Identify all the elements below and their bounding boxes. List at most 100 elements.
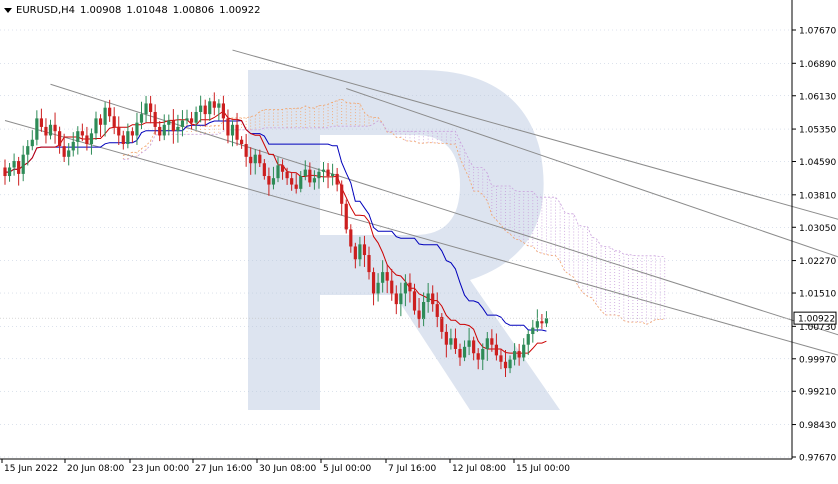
- candle-body: [26, 146, 29, 155]
- price-tick-label: 1.05350: [799, 126, 836, 136]
- candle: [35, 110, 38, 145]
- candle: [322, 162, 325, 182]
- price-tick-label: 1.03810: [799, 191, 836, 201]
- candle: [240, 136, 243, 149]
- symbol-label: EURUSD,H4: [16, 5, 75, 16]
- candle-body: [40, 118, 43, 127]
- candle-body: [81, 131, 84, 135]
- candle-body: [99, 118, 102, 124]
- candle-body: [72, 142, 75, 151]
- candle-body: [172, 121, 175, 132]
- candle: [122, 131, 125, 150]
- candle-body: [377, 283, 380, 294]
- candle: [340, 180, 343, 215]
- candle: [131, 127, 134, 142]
- candle-body: [390, 281, 393, 294]
- candle-body: [135, 123, 138, 136]
- candle: [204, 100, 207, 127]
- candle-body: [267, 176, 270, 185]
- candle-body: [108, 108, 111, 117]
- time-tick-label: 12 Jul 08:00: [452, 464, 506, 474]
- candle-body: [326, 170, 329, 176]
- candle-body: [140, 114, 143, 123]
- time-tick-label: 15 Jul 00:00: [516, 464, 570, 474]
- candle-body: [313, 178, 316, 182]
- candle-body: [199, 106, 202, 112]
- open-value: 1.00908: [80, 5, 121, 16]
- candle-body: [445, 332, 448, 345]
- candle-body: [181, 121, 184, 127]
- candle-body: [281, 165, 284, 171]
- candle: [58, 127, 61, 154]
- candle-body: [340, 185, 343, 204]
- candle-body: [422, 302, 425, 319]
- candle: [190, 112, 193, 130]
- candle-body: [126, 131, 129, 144]
- candle: [185, 110, 188, 124]
- candle: [545, 311, 548, 327]
- price-tick-label: 1.06890: [799, 60, 836, 70]
- candle: [158, 121, 161, 141]
- candle-body: [240, 140, 243, 144]
- candle-body: [381, 272, 384, 283]
- candle-body: [31, 140, 34, 146]
- price-tick-label: 0.99970: [799, 355, 836, 365]
- candle: [208, 98, 211, 121]
- candle: [245, 134, 248, 167]
- candle: [67, 143, 70, 165]
- price-tick-label: 0.98430: [799, 421, 836, 431]
- candle-body: [17, 161, 20, 174]
- high-value: 1.01048: [126, 5, 167, 16]
- price-tick-label: 1.03050: [799, 224, 836, 234]
- candle-body: [76, 131, 79, 142]
- candle-body: [413, 291, 416, 310]
- candle-body: [427, 293, 430, 302]
- candle-body: [35, 118, 38, 139]
- candle-body: [322, 170, 325, 172]
- close-value: 1.00922: [219, 5, 260, 16]
- chart-axes: [0, 0, 792, 459]
- candle-body: [63, 146, 66, 157]
- candle: [49, 120, 52, 140]
- triangle-down-icon[interactable]: [4, 8, 12, 13]
- candle-body: [367, 255, 370, 272]
- candle-body: [463, 347, 466, 358]
- candle-body: [154, 112, 157, 127]
- candle: [172, 109, 175, 144]
- candle: [13, 154, 16, 176]
- candle-body: [504, 362, 507, 368]
- candle-body: [527, 334, 530, 345]
- price-tick-label: 0.99210: [799, 388, 836, 398]
- candle-body: [477, 353, 480, 359]
- candle: [104, 102, 107, 136]
- candle-body: [213, 101, 216, 107]
- candle-body: [440, 317, 443, 332]
- candle-body: [163, 125, 166, 136]
- candle-body: [254, 155, 257, 164]
- candle-body: [331, 174, 334, 176]
- candle: [199, 96, 202, 123]
- candle-body: [472, 340, 475, 353]
- candle-body: [395, 293, 398, 304]
- candle-body: [3, 167, 6, 176]
- candle-body: [345, 204, 348, 230]
- current-price-label: 1.00922: [798, 315, 835, 325]
- candle: [17, 157, 20, 186]
- candle-body: [158, 127, 161, 136]
- candle-body: [113, 116, 116, 127]
- candle-body: [185, 118, 188, 120]
- candle: [135, 113, 138, 145]
- candle-body: [317, 172, 320, 178]
- candle-body: [104, 108, 107, 125]
- candle: [345, 200, 348, 234]
- price-tick-label: 1.06130: [799, 92, 836, 102]
- candle-body: [486, 338, 489, 349]
- candle: [372, 268, 375, 306]
- candle-body: [431, 293, 434, 304]
- candle-body: [490, 338, 493, 344]
- candle-body: [245, 144, 248, 157]
- candle-body: [249, 157, 252, 163]
